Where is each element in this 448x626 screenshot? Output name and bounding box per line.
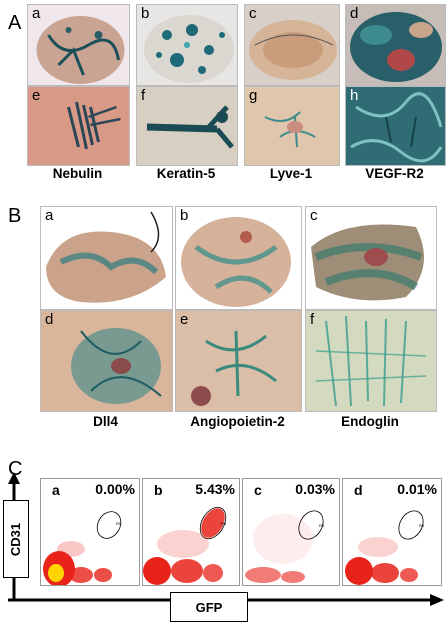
section-a-label: A [8, 12, 22, 34]
panel-letter: b [141, 5, 150, 22]
plot-letter: d [354, 482, 363, 498]
caption-endoglin: Endoglin [341, 414, 399, 429]
gate-percent: 0.00% [95, 481, 135, 497]
whole-mount-image [176, 311, 301, 411]
whole-mount-image [249, 20, 337, 80]
gate-label: R5 [116, 521, 122, 526]
whole-mount-image [311, 224, 424, 301]
whole-mount-image [245, 87, 339, 165]
flow-plot-a: a 0.00% R5 [40, 478, 140, 586]
plot-letter: a [52, 482, 60, 498]
gate-label: R5 [419, 523, 425, 528]
caption-lyve-1: Lyve-1 [269, 166, 313, 181]
panel-letter: c [249, 5, 257, 22]
panel-a-b: b [136, 4, 238, 86]
section-b-label: B [8, 205, 22, 227]
gate-percent: 5.43% [195, 481, 235, 497]
panel-letter: f [141, 87, 146, 104]
panel-a-e: e [27, 86, 130, 166]
whole-mount-image [46, 211, 166, 303]
panel-letter: g [249, 87, 258, 104]
panel-letter: h [350, 87, 359, 104]
whole-mount-image [144, 15, 234, 83]
gate-percent: 0.01% [397, 481, 437, 497]
section-c-label: C [8, 458, 23, 480]
flow-scatter: R5 [43, 511, 122, 585]
caption-nebulin: Nebulin [52, 166, 103, 181]
flow-plot-b: b 5.43% R5 [142, 478, 240, 586]
panel-b-f: f [305, 310, 437, 412]
panel-a-d: d [345, 4, 446, 86]
panel-letter: e [180, 311, 189, 328]
plot-letter: b [154, 482, 163, 498]
whole-mount-image [28, 87, 129, 165]
whole-mount-image [137, 87, 237, 165]
gate-percent: 0.03% [295, 481, 335, 497]
flow-plot-d: d 0.01% R5 [342, 478, 442, 586]
panel-b-d: d [40, 310, 173, 412]
flow-scatter: R5 [345, 510, 425, 585]
panel-letter: a [32, 5, 41, 22]
caption-vegf-r2: VEGF-R2 [365, 166, 424, 181]
panel-letter: f [310, 311, 315, 328]
panel-letter: e [32, 87, 41, 104]
x-axis-label: GFP [195, 599, 223, 615]
panel-a-g: g [244, 86, 340, 166]
plot-letter: c [254, 482, 262, 498]
caption-dll4: Dll4 [93, 414, 118, 429]
panel-b-b: b [175, 206, 302, 310]
y-axis-label: CD31 [8, 522, 24, 556]
panel-letter: d [350, 5, 359, 22]
whole-mount-image [346, 87, 445, 165]
flow-scatter: R5 [245, 510, 325, 583]
whole-mount-image [36, 16, 125, 84]
whole-mount-image [350, 12, 442, 82]
panel-b-a: a [40, 206, 173, 310]
panel-b-e: e [175, 310, 302, 412]
panel-letter: a [45, 207, 54, 224]
panel-letter: b [180, 207, 189, 224]
whole-mount-image [181, 217, 291, 307]
panel-a-a: a [27, 4, 130, 86]
flow-plot-c: c 0.03% R5 [242, 478, 340, 586]
x-axis-label-box: GFP [170, 592, 248, 622]
panel-b-c: c [305, 206, 437, 310]
y-axis-label-box: CD31 [3, 500, 29, 578]
caption-keratin-5: Keratin-5 [156, 166, 216, 181]
whole-mount-image [306, 311, 436, 411]
caption-angiopoietin-2: Angiopoietin-2 [190, 414, 285, 429]
gate-label: R5 [221, 521, 227, 526]
panel-a-c: c [244, 4, 340, 86]
panel-letter: d [45, 311, 54, 328]
panel-a-h: h [345, 86, 446, 166]
gate-label: R5 [319, 523, 325, 528]
panel-a-f: f [136, 86, 238, 166]
flow-scatter: R5 [143, 506, 227, 585]
panel-letter: c [310, 207, 318, 224]
whole-mount-image [41, 311, 172, 411]
